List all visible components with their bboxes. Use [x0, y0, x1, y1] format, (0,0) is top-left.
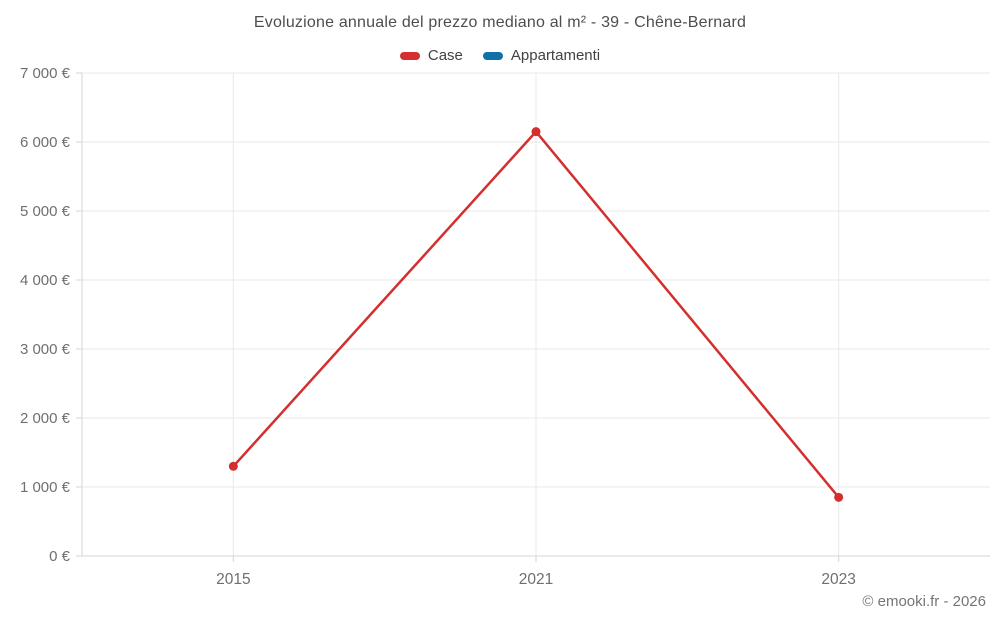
y-axis-label: 4 000 € [20, 272, 71, 289]
y-axis-label: 7 000 € [20, 65, 71, 82]
legend-label-appartamenti: Appartamenti [510, 47, 601, 64]
y-axis-label: 0 € [49, 548, 71, 565]
x-axis-label: 2021 [519, 571, 553, 588]
x-axis-label: 2015 [216, 571, 250, 588]
legend-swatch-case [399, 51, 420, 60]
legend-label-case: Case [427, 47, 463, 64]
data-point-case-2015 [228, 461, 238, 471]
y-axis-label: 3 000 € [20, 341, 71, 358]
y-axis-label: 6 000 € [20, 134, 71, 151]
legend-swatch-appartamenti [482, 51, 503, 60]
y-axis-label: 1 000 € [20, 479, 71, 496]
chart-title: Evoluzione annuale del prezzo mediano al… [253, 14, 747, 31]
legend-item-appartamenti[interactable]: Appartamenti [482, 47, 601, 64]
y-axis-label: 5 000 € [20, 203, 71, 220]
x-axis-label: 2023 [821, 571, 855, 588]
legend-item-case[interactable]: Case [399, 47, 463, 64]
copyright-text: © emooki.fr - 2026 [862, 593, 986, 610]
data-point-case-2021 [531, 127, 541, 137]
legend: Case Appartamenti [0, 47, 1000, 64]
data-point-case-2023 [834, 492, 844, 502]
y-axis-label: 2 000 € [20, 410, 71, 427]
